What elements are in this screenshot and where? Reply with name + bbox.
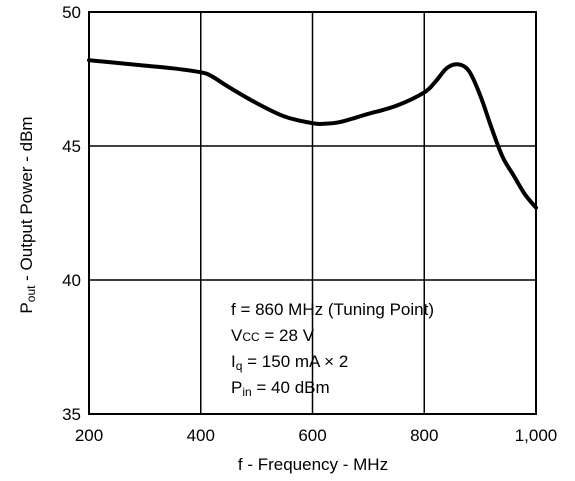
annotation-frequency: f = 860 MHz (Tuning Point)	[231, 300, 434, 319]
annotation-vcc-sub: CC	[242, 330, 260, 344]
x-axis-label: f - Frequency - MHz	[238, 455, 388, 474]
x-tick-labels: 200 400 600 800 1,000	[75, 426, 557, 445]
y-axis-label-prefix: P	[17, 302, 36, 313]
y-tick-label: 45	[62, 137, 81, 156]
annotation-iq-rest: = 150 mA × 2	[242, 352, 348, 371]
annotation-vcc: VCC = 28 V	[231, 326, 315, 345]
y-tick-label: 50	[62, 3, 81, 22]
grid-lines	[89, 12, 536, 414]
plot-frame	[88, 11, 537, 415]
annotation-iq: Iq = 150 mA × 2	[231, 352, 348, 373]
x-tick-label: 600	[298, 426, 326, 445]
x-tick-label: 200	[75, 426, 103, 445]
y-tick-labels: 35 40 45 50	[62, 3, 81, 424]
annotation-pin-rest: = 40 dBm	[252, 378, 330, 397]
y-axis-label-suffix: - Output Power - dBm	[17, 116, 36, 285]
annotation-vcc-main: V	[231, 326, 243, 345]
y-tick-label: 35	[62, 405, 81, 424]
y-axis-label: Pout - Output Power - dBm	[17, 116, 38, 313]
annotation-pin-main: P	[231, 378, 242, 397]
x-tick-label: 1,000	[515, 426, 558, 445]
annotation-pin-sub: in	[242, 385, 251, 399]
annotation-iq-main: I	[231, 352, 236, 371]
annotation-vcc-rest: = 28 V	[260, 326, 315, 345]
annotation-iq-sub: q	[236, 359, 243, 373]
conditions-annotation: f = 860 MHz (Tuning Point) VCC = 28 V Iq…	[231, 300, 434, 399]
x-tick-label: 800	[410, 426, 438, 445]
series-line	[87, 58, 538, 210]
x-tick-label: 400	[187, 426, 215, 445]
y-axis-label-sub: out	[24, 285, 38, 302]
y-tick-label: 40	[62, 271, 81, 290]
annotation-pin: Pin = 40 dBm	[231, 378, 330, 399]
